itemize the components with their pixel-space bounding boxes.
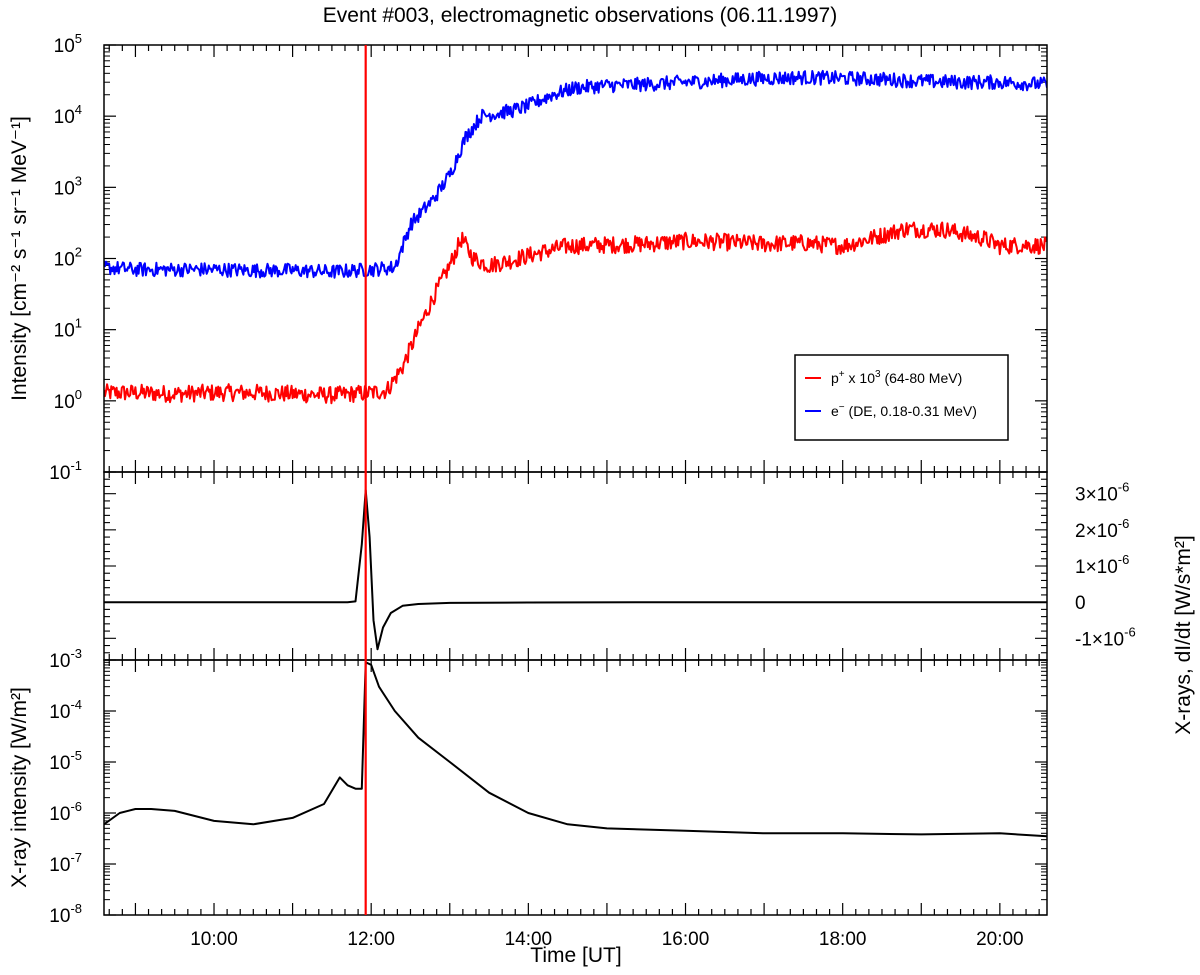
x-tick-label: 14:00 [505,929,553,950]
y-tick-label-base: 10 [54,321,75,342]
y-tick-label-exponent: 1 [75,316,82,331]
legend-entry-prefix: e [831,403,839,419]
legend-entry-label: p+ x 103 (64-80 MeV) [831,369,962,386]
x-axis-title: Time [UT] [530,944,621,967]
y-tick-label: 1×10-6 [1075,552,1129,578]
y-tick-label: 10-8 [49,901,82,927]
y-tick-label-base: 10 [49,855,70,876]
y-axis-title-xray-derivative: X-rays, dI/dt [W/s*m²] [1172,535,1195,735]
legend-entry-label: e− (DE, 0.18-0.31 MeV) [831,402,977,419]
x-tick-label: 16:00 [662,929,710,950]
y-tick-label: 10-1 [49,458,82,484]
y-tick-label-exponent: 3 [75,173,82,188]
legend-entry-sup2: 3 [875,369,881,380]
y-tick-label-exponent: -6 [1118,480,1130,495]
y-tick-label-base: 10 [49,906,70,927]
y-tick-label-exponent: -7 [70,850,82,865]
y-tick-label-base: 10 [54,178,75,199]
y-tick-label: 10-6 [49,799,82,825]
y-tick-label: 104 [54,102,82,128]
y-tick-label: 103 [54,173,82,199]
y-tick-label: 105 [54,31,82,57]
y-tick-label-base: 10 [49,463,70,484]
y-tick-label: 3×10-6 [1075,480,1129,506]
y-tick-label-exponent: -3 [70,646,82,661]
series-line-xray-flux-0 [104,661,1047,838]
y-tick-label: 0 [1075,593,1086,614]
legend-entry-suffix: (DE, 0.18-0.31 MeV) [845,403,977,419]
x-tick-label: 12:00 [347,929,395,950]
x-tick-label: 10:00 [190,929,238,950]
y-tick-label-exponent: -5 [70,748,82,763]
legend-entry-prefix: p [831,370,839,386]
y-tick-label: 2×10-6 [1075,516,1129,542]
y-tick-label-base: 10 [54,107,75,128]
y-tick-label: 102 [54,245,82,271]
y-tick-label-exponent: 4 [75,102,82,117]
y-tick-label: -1×10-6 [1075,624,1136,650]
y-tick-label-exponent: 2 [75,245,82,260]
y-tick-label: 10-7 [49,850,82,876]
y-tick-label-base: 10 [49,702,70,723]
y-tick-label-exponent: -6 [70,799,82,814]
series-line-particles-0 [104,221,1047,405]
y-tick-label-exponent: -4 [70,697,82,712]
y-tick-label-exponent: -1 [70,458,82,473]
x-tick-label: 20:00 [976,929,1024,950]
y-tick-label-exponent: -8 [70,901,82,916]
y-tick-label: 101 [54,316,82,342]
y-tick-label-base: 10 [49,651,70,672]
legend-entry-sup1: − [839,402,845,413]
y-tick-label-base: 1×10 [1075,557,1118,578]
y-tick-label-exponent: 0 [75,387,82,402]
legend-entry-suffix: (64-80 MeV) [881,370,963,386]
y-tick-label-base: -1×10 [1075,629,1124,650]
x-tick-label: 18:00 [819,929,867,950]
y-tick-label-base: 10 [54,392,75,413]
y-tick-label-base: 0 [1075,593,1086,614]
y-tick-label-exponent: -6 [1124,624,1136,639]
y-tick-label-base: 10 [54,36,75,57]
y-axis-title-intensity: Intensity [cm⁻² s⁻¹ sr⁻¹ MeV⁻¹] [8,116,31,401]
y-tick-label-base: 10 [49,753,70,774]
y-tick-label: 10-3 [49,646,82,672]
chart-title: Event #003, electromagnetic observations… [323,4,837,27]
y-tick-label: 10-5 [49,748,82,774]
y-tick-label: 100 [54,387,82,413]
y-tick-label-exponent: 5 [75,31,82,46]
legend-entry-sup1: + [839,369,845,380]
y-tick-label-base: 3×10 [1075,485,1118,506]
y-tick-label: 10-4 [49,697,82,723]
y-tick-label-exponent: -6 [1118,552,1130,567]
panel-frame-xray-flux [103,659,1048,916]
series-line-particles-1 [104,69,1047,279]
legend-entry-mid: x 10 [845,370,876,386]
y-tick-label-base: 2×10 [1075,521,1118,542]
series-line-xray-derivative-0 [104,489,1047,651]
y-tick-label-base: 10 [49,804,70,825]
legend-box [794,354,1009,441]
y-tick-label-base: 10 [54,250,75,271]
y-axis-title-xray-intensity: X-ray intensity [W/m²] [8,687,31,888]
y-tick-label-exponent: -6 [1118,516,1130,531]
